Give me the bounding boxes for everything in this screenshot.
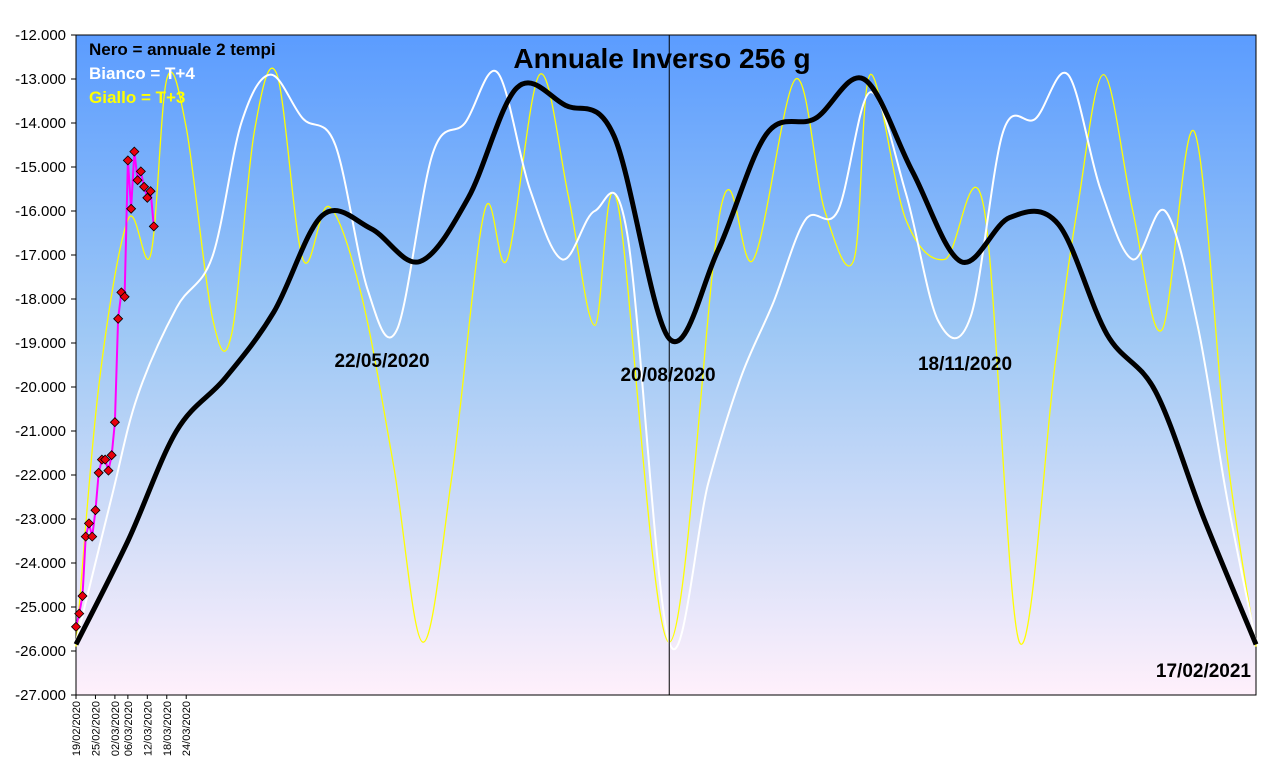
y-tick-label: -26.000 xyxy=(15,643,66,660)
y-tick-label: -14.000 xyxy=(15,115,66,132)
y-tick-label: -23.000 xyxy=(15,511,66,528)
y-tick-label: -12.000 xyxy=(15,27,66,44)
y-tick-label: -27.000 xyxy=(15,687,66,704)
data-point-marker xyxy=(148,221,159,232)
data-point-marker xyxy=(135,166,146,177)
data-point-marker xyxy=(106,450,117,461)
legend-entry-black: Nero = annuale 2 tempi xyxy=(89,40,276,59)
y-tick-label: -16.000 xyxy=(15,203,66,220)
x-tick-label: 24/03/2020 xyxy=(181,701,193,756)
chart-title: Annuale Inverso 256 g xyxy=(513,43,810,74)
data-point-marker xyxy=(113,313,124,324)
data-point-marker xyxy=(93,467,104,478)
series-white-line xyxy=(75,69,1257,651)
data-point-marker xyxy=(139,181,150,192)
data-point-marker xyxy=(119,291,130,302)
y-tick-label: -19.000 xyxy=(15,335,66,352)
y-axis: -12.000 -13.000 -14.000 -15.000 -16.000 -17.0… xyxy=(15,27,76,704)
legend-entry-yellow: Giallo = T+3 xyxy=(89,88,185,107)
y-tick-label: -20.000 xyxy=(15,379,66,396)
data-point-marker xyxy=(142,192,153,203)
y-tick-label: -18.000 xyxy=(15,291,66,308)
data-point-marker xyxy=(132,175,143,186)
data-point-marker xyxy=(90,505,101,516)
x-axis: 19/02/2020 25/02/2020 02/03/2020 06/03/2020… xyxy=(71,695,193,756)
y-tick-label: -24.000 xyxy=(15,555,66,572)
x-tick-label: 18/03/2020 xyxy=(162,701,174,756)
plot-area xyxy=(75,34,1257,696)
data-point-marker xyxy=(126,203,137,214)
data-point-marker xyxy=(122,155,133,166)
data-point-marker xyxy=(83,518,95,529)
data-point-marker xyxy=(109,417,120,428)
x-tick-label: 06/03/2020 xyxy=(123,701,135,756)
data-point-marker xyxy=(74,608,85,619)
y-tick-label: -25.000 xyxy=(15,599,66,616)
x-tick-label: 25/02/2020 xyxy=(90,701,102,756)
y-tick-label: -13.000 xyxy=(15,71,66,88)
y-tick-label: -22.000 xyxy=(15,467,66,484)
data-point-marker xyxy=(70,621,82,632)
date-annotation-2: 20/08/2020 xyxy=(620,365,715,386)
x-tick-label: 19/02/2020 xyxy=(71,701,83,756)
x-tick-label: 12/03/2020 xyxy=(142,701,154,756)
data-point-marker xyxy=(145,186,156,197)
legend-entry-white: Bianco = T+4 xyxy=(89,64,195,83)
y-tick-label: -21.000 xyxy=(15,423,66,440)
date-annotation-3: 18/11/2020 xyxy=(918,354,1012,375)
data-point-marker xyxy=(129,146,140,157)
data-point-marker xyxy=(77,590,88,602)
series-yellow-line xyxy=(75,67,1257,647)
y-tick-label: -15.000 xyxy=(15,159,66,176)
data-point-marker xyxy=(100,454,111,465)
data-point-marker xyxy=(87,531,98,542)
date-annotation-1: 22/05/2020 xyxy=(334,351,429,372)
y-tick-label: -17.000 xyxy=(15,247,66,264)
date-annotation-4: 17/02/2021 xyxy=(1156,661,1252,682)
marker-layer xyxy=(70,146,159,632)
x-tick-label: 02/03/2020 xyxy=(110,701,122,756)
data-point-marker xyxy=(103,465,114,476)
